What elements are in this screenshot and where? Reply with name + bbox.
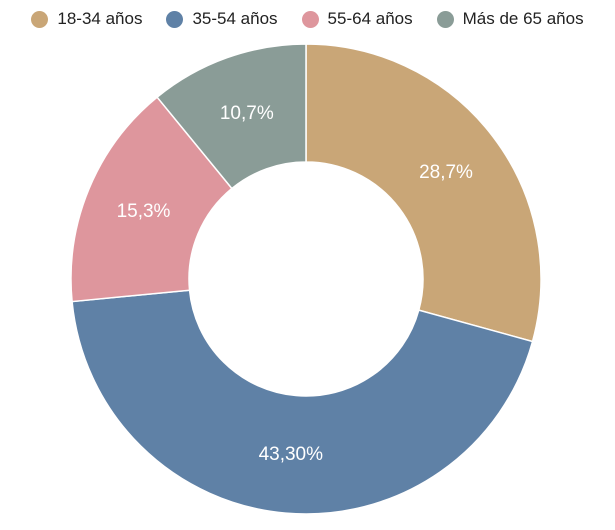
slice-55-64[interactable] — [70, 96, 233, 303]
legend-swatch-35-54 — [166, 10, 184, 28]
donut-labels: 28,7% 43,30% 15,3% 10,7% — [117, 103, 473, 465]
legend-swatch-55-64 — [301, 10, 319, 28]
donut-slices — [70, 43, 542, 515]
legend-item-55-64[interactable]: 55-64 años — [301, 9, 413, 29]
legend-item-65-plus[interactable]: Más de 65 años — [436, 9, 584, 29]
slice-18-34[interactable] — [305, 43, 542, 343]
legend-label-18-34: 18-34 años — [57, 9, 143, 28]
data-label-55-64: 15,3% — [117, 201, 171, 222]
data-label-65-plus: 10,7% — [220, 103, 274, 124]
slice-65-plus[interactable] — [156, 43, 307, 190]
legend-item-18-34[interactable]: 18-34 años — [31, 9, 142, 29]
slice-35-54[interactable] — [71, 289, 534, 515]
data-label-18-34: 28,7% — [419, 162, 473, 183]
legend-label-65-plus: Más de 65 años — [462, 9, 584, 28]
legend-item-35-54[interactable]: 35-54 años — [166, 9, 278, 29]
data-label-35-54: 43,30% — [259, 444, 324, 465]
legend-label-55-64: 55-64 años — [327, 9, 413, 28]
legend: 18-34 años 35-54 años 55-64 años Más de … — [0, 6, 615, 32]
legend-swatch-65-plus — [436, 10, 454, 28]
legend-label-35-54: 35-54 años — [192, 9, 278, 28]
legend-swatch-18-34 — [31, 10, 49, 28]
